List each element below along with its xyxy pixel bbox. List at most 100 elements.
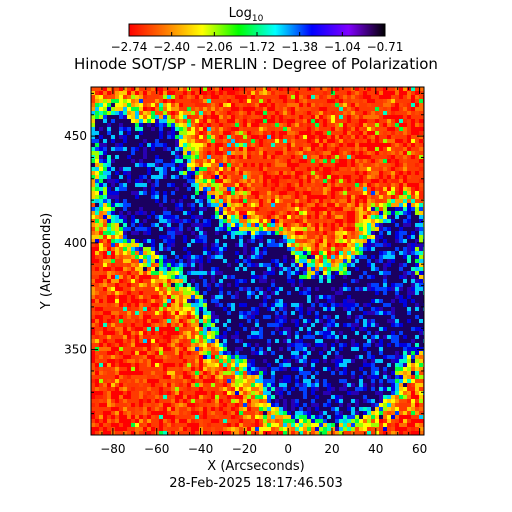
heatmap-cell — [203, 355, 207, 359]
heatmap-cell — [175, 103, 179, 107]
heatmap-cell — [239, 163, 243, 167]
heatmap-cell — [395, 203, 399, 207]
heatmap-cell — [359, 279, 363, 283]
heatmap-cell — [415, 239, 419, 243]
heatmap-cell — [295, 335, 299, 339]
heatmap-cell — [247, 147, 251, 151]
heatmap-cell — [187, 323, 191, 327]
heatmap-cell — [399, 351, 403, 355]
heatmap-cell — [367, 311, 371, 315]
heatmap-cell — [227, 271, 231, 275]
heatmap-cell — [371, 311, 375, 315]
heatmap-cell — [195, 139, 199, 143]
heatmap-cell — [155, 255, 159, 259]
heatmap-cell — [147, 247, 151, 251]
heatmap-cell — [283, 139, 287, 143]
heatmap-cell — [411, 339, 415, 343]
heatmap-cell — [299, 147, 303, 151]
heatmap-cell — [311, 263, 315, 267]
heatmap-cell — [143, 251, 147, 255]
heatmap-cell — [407, 327, 411, 331]
heatmap-cell — [359, 303, 363, 307]
heatmap-cell — [399, 139, 403, 143]
heatmap-cell — [227, 187, 231, 191]
heatmap-cell — [99, 159, 103, 163]
heatmap-cell — [239, 247, 243, 251]
heatmap-cell — [187, 139, 191, 143]
heatmap-cell — [187, 315, 191, 319]
heatmap-cell — [387, 227, 391, 231]
heatmap-cell — [111, 103, 115, 107]
heatmap-cell — [99, 195, 103, 199]
heatmap-cell — [155, 363, 159, 367]
heatmap-cell — [199, 243, 203, 247]
heatmap-cell — [187, 119, 191, 123]
heatmap-cell — [323, 255, 327, 259]
heatmap-cell — [319, 215, 323, 219]
heatmap-cell — [295, 275, 299, 279]
heatmap-cell — [115, 103, 119, 107]
colorbar-tick-label: −1.72 — [239, 40, 276, 54]
heatmap-cell — [403, 243, 407, 247]
heatmap-cell — [251, 179, 255, 183]
heatmap-cell — [131, 235, 135, 239]
heatmap-cell — [303, 159, 307, 163]
heatmap-cell — [375, 175, 379, 179]
heatmap-cell — [339, 231, 343, 235]
heatmap-cell — [275, 139, 279, 143]
heatmap-cell — [239, 271, 243, 275]
heatmap-cell — [207, 187, 211, 191]
heatmap-cell — [123, 223, 127, 227]
heatmap-cell — [339, 339, 343, 343]
heatmap-cell — [95, 179, 99, 183]
heatmap-cell — [195, 271, 199, 275]
heatmap-cell — [219, 359, 223, 363]
heatmap-cell — [367, 223, 371, 227]
heatmap-cell — [147, 327, 151, 331]
heatmap-cell — [323, 167, 327, 171]
heatmap-cell — [151, 303, 155, 307]
heatmap-cell — [407, 243, 411, 247]
heatmap-cell — [331, 139, 335, 143]
heatmap-cell — [135, 163, 139, 167]
heatmap-cell — [343, 199, 347, 203]
heatmap-cell — [323, 151, 327, 155]
heatmap-cell — [199, 351, 203, 355]
heatmap-cell — [399, 335, 403, 339]
heatmap-cell — [179, 275, 183, 279]
heatmap-cell — [379, 307, 383, 311]
heatmap-cell — [359, 123, 363, 127]
heatmap-cell — [367, 267, 371, 271]
heatmap-cell — [275, 291, 279, 295]
heatmap-cell — [123, 131, 127, 135]
heatmap-cell — [391, 231, 395, 235]
heatmap-cell — [363, 247, 367, 251]
heatmap-cell — [331, 327, 335, 331]
heatmap-cell — [327, 203, 331, 207]
heatmap-cell — [267, 91, 271, 95]
heatmap-cell — [371, 307, 375, 311]
heatmap-cell — [115, 151, 119, 155]
heatmap-cell — [383, 283, 387, 287]
heatmap-cell — [347, 211, 351, 215]
heatmap-cell — [251, 135, 255, 139]
heatmap-cell — [391, 183, 395, 187]
heatmap-cell — [163, 275, 167, 279]
heatmap-cell — [411, 199, 415, 203]
heatmap-cell — [283, 271, 287, 275]
heatmap-cell — [335, 335, 339, 339]
heatmap-cell — [111, 315, 115, 319]
heatmap-cell — [155, 111, 159, 115]
heatmap-cell — [207, 295, 211, 299]
heatmap-cell — [367, 319, 371, 323]
heatmap-cell — [295, 191, 299, 195]
heatmap-cell — [371, 219, 375, 223]
heatmap-cell — [267, 291, 271, 295]
heatmap-cell — [371, 267, 375, 271]
heatmap-cell — [215, 275, 219, 279]
heatmap-cell — [235, 327, 239, 331]
heatmap-cell — [387, 343, 391, 347]
heatmap-cell — [287, 179, 291, 183]
heatmap-cell — [251, 327, 255, 331]
heatmap-cell — [259, 263, 263, 267]
